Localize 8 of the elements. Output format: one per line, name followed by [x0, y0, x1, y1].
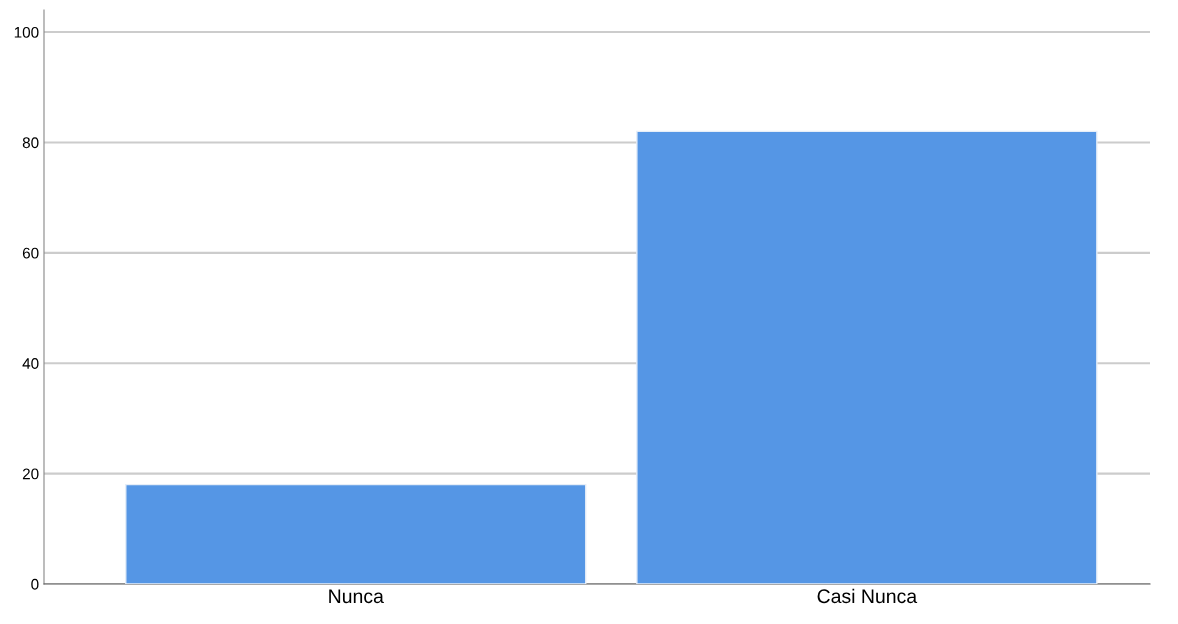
x-tick-label: Casi Nunca	[817, 588, 918, 604]
y-tick-label: 40	[22, 358, 39, 369]
y-tick-label: 100	[14, 26, 39, 38]
y-tick-label: 80	[22, 137, 39, 149]
x-tick-label: Nunca	[329, 589, 384, 604]
y-tick-label: 0	[31, 578, 39, 590]
y-tick-label: 20	[22, 468, 39, 480]
y-tick-label: 60	[22, 247, 39, 259]
